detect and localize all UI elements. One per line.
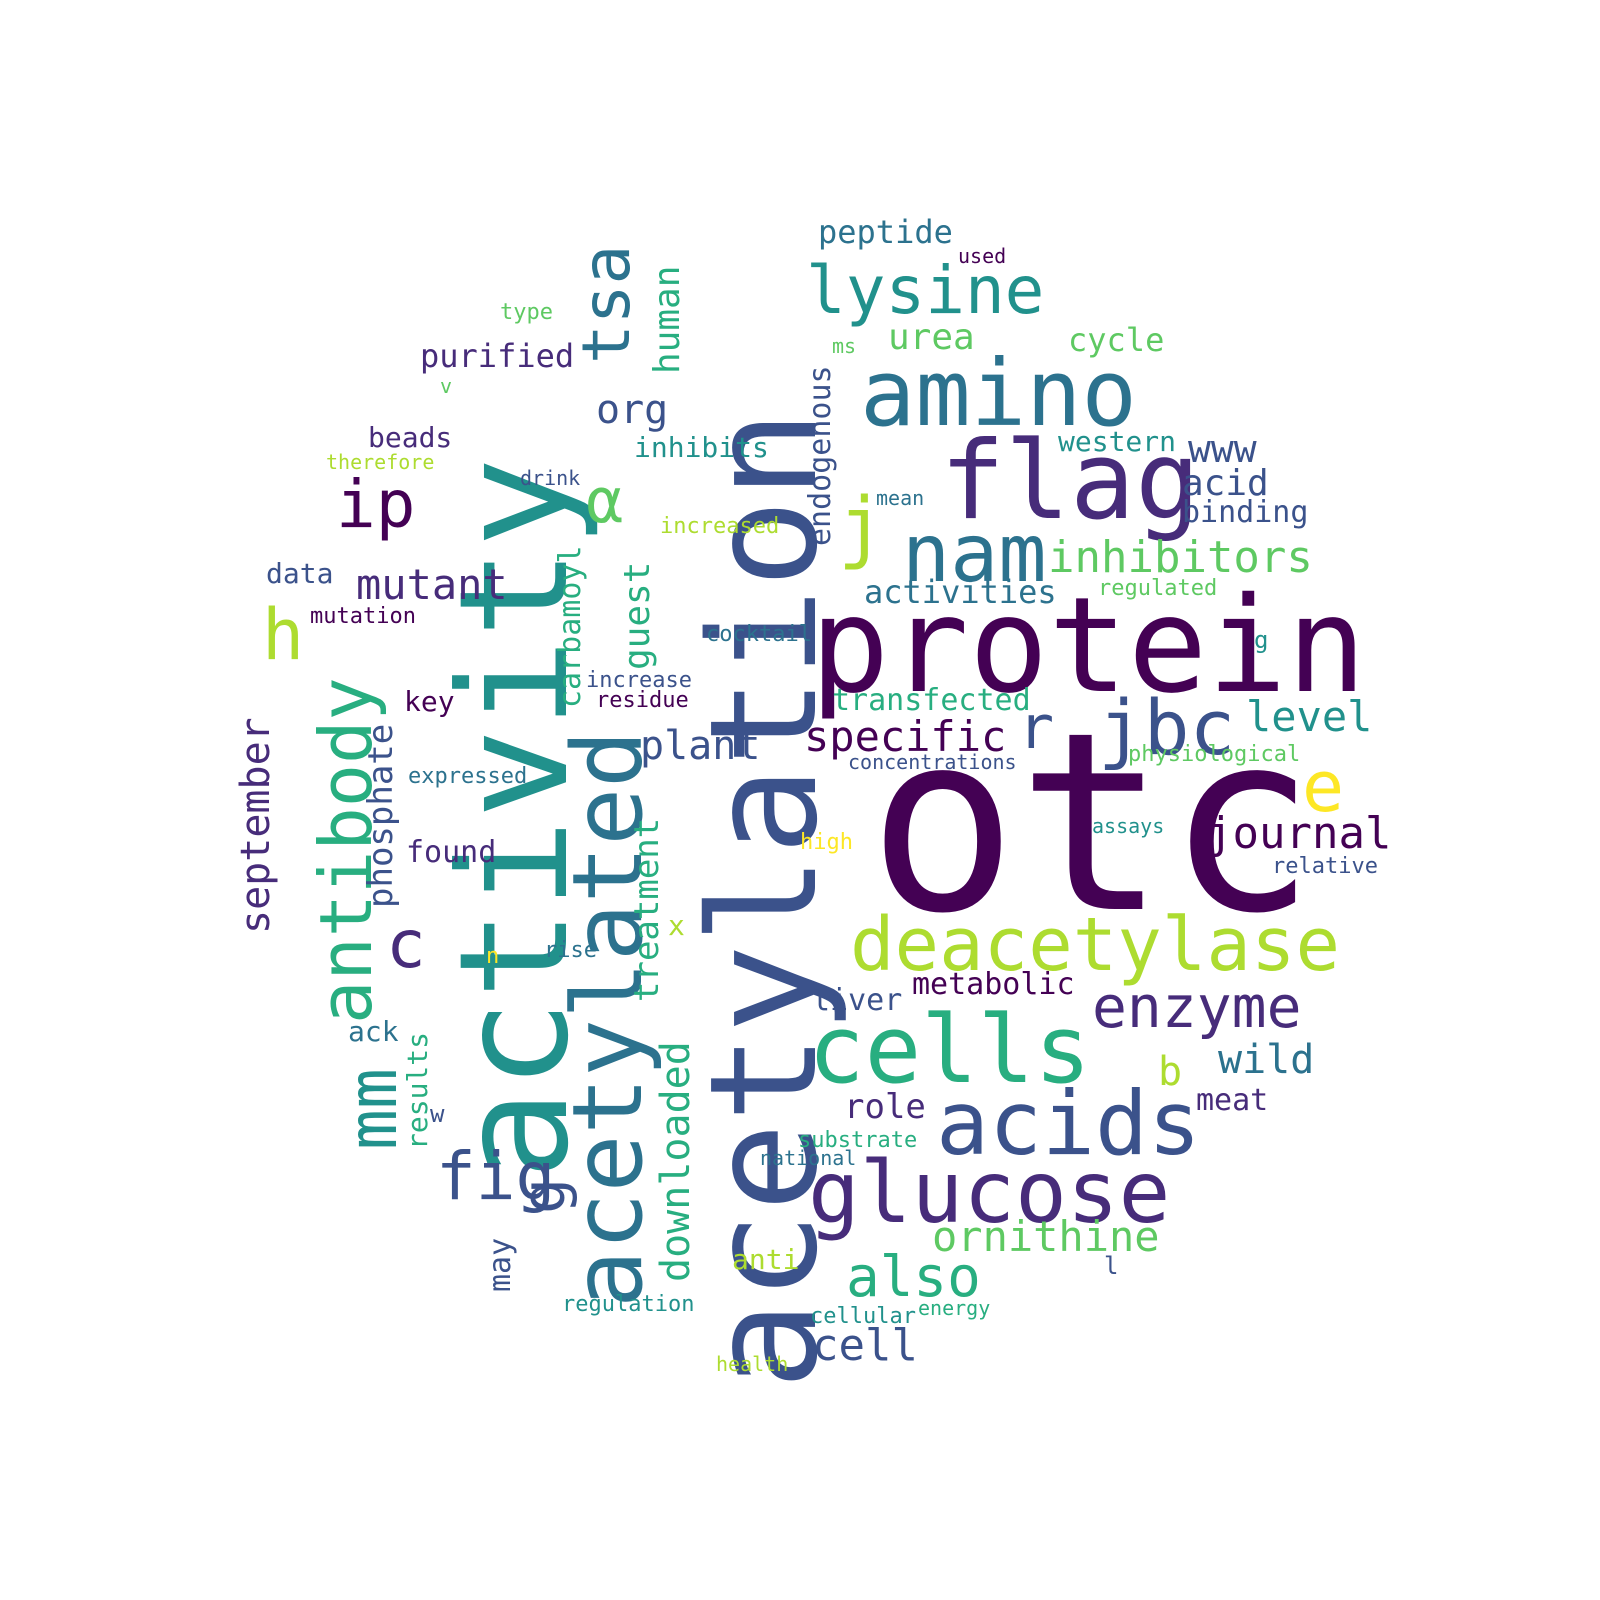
word-b: b bbox=[1158, 1049, 1183, 1095]
word-urea: urea bbox=[888, 317, 975, 358]
word-mutation: mutation bbox=[310, 604, 416, 629]
word-acetylated: acetylated bbox=[552, 730, 664, 1308]
word-activities: activities bbox=[864, 573, 1057, 611]
word-plant: plant bbox=[640, 723, 761, 769]
word-tsa: tsa bbox=[568, 244, 645, 364]
word-downloaded: downloaded bbox=[653, 1041, 699, 1282]
word-anti: anti bbox=[732, 1243, 800, 1276]
word-key: key bbox=[404, 685, 455, 718]
word-cycle: cycle bbox=[1068, 321, 1165, 359]
word-nam: nam bbox=[902, 507, 1047, 600]
word-g: g bbox=[509, 1177, 579, 1214]
word-high: high bbox=[800, 830, 853, 855]
word-purified: purified bbox=[420, 337, 575, 375]
word-increase: increase bbox=[586, 668, 692, 693]
word-used: used bbox=[958, 244, 1007, 268]
word-ms: ms bbox=[832, 334, 857, 358]
word-peptide: peptide bbox=[818, 213, 953, 251]
word-x: x bbox=[668, 909, 685, 942]
word-endogenous: endogenous bbox=[803, 365, 838, 546]
word-h: h bbox=[262, 594, 305, 676]
word-transfected: transfected bbox=[832, 683, 1031, 718]
word-g-small: g bbox=[1254, 626, 1269, 654]
word-substrate: substrate bbox=[798, 1128, 918, 1153]
word-fig: fig bbox=[436, 1138, 556, 1215]
word-ip: ip bbox=[336, 466, 416, 543]
word-j: j bbox=[838, 482, 885, 572]
word-deacetylase: deacetylase bbox=[850, 902, 1341, 988]
word-cell: cell bbox=[812, 1320, 918, 1371]
word-drink: drink bbox=[520, 466, 581, 490]
word-human: human bbox=[647, 265, 688, 374]
word-inhibits: inhibits bbox=[634, 431, 769, 464]
word-v: v bbox=[440, 374, 453, 398]
word-increased: increased bbox=[660, 514, 780, 539]
word-regulated: regulated bbox=[1098, 576, 1218, 601]
word-ornithine: ornithine bbox=[932, 1212, 1160, 1261]
word-found: found bbox=[406, 835, 497, 870]
word-western: western bbox=[1058, 425, 1177, 458]
word-acids: acids bbox=[936, 1072, 1201, 1175]
word-type: type bbox=[500, 300, 553, 325]
word-also: also bbox=[846, 1245, 981, 1310]
word-specific: specific bbox=[804, 712, 1007, 761]
word-cellular: cellular bbox=[810, 1304, 916, 1329]
word-phosphate: phosphate bbox=[361, 723, 401, 908]
word-c: c bbox=[386, 906, 426, 983]
word-w: w bbox=[430, 1100, 445, 1128]
word-assays: assays bbox=[1092, 814, 1165, 838]
word-national: national bbox=[760, 1146, 857, 1170]
word-data: data bbox=[266, 557, 334, 590]
word-mutant: mutant bbox=[356, 560, 508, 609]
word-meat: meat bbox=[1196, 1083, 1269, 1118]
word-glucose: glucose bbox=[808, 1143, 1171, 1243]
word-acid: acid bbox=[1182, 463, 1269, 504]
word-treatment: treatment bbox=[627, 817, 667, 1002]
word-cells: cells bbox=[808, 996, 1091, 1105]
word-wild: wild bbox=[1218, 1037, 1315, 1083]
word-jbc: jbc bbox=[1098, 683, 1236, 772]
word-results: results bbox=[401, 1031, 434, 1150]
word-alpha: α bbox=[586, 464, 624, 537]
word-rise: rise bbox=[544, 938, 597, 963]
word-binding: binding bbox=[1182, 495, 1309, 530]
word-cocktail: cocktail bbox=[706, 622, 812, 647]
word-therefore: therefore bbox=[326, 450, 435, 474]
word-lysine: lysine bbox=[806, 252, 1045, 329]
word-www: www bbox=[1188, 427, 1257, 471]
word-relative: relative bbox=[1272, 854, 1378, 879]
word-otc: otc bbox=[868, 680, 1316, 968]
word-expressed: expressed bbox=[408, 764, 528, 789]
word-inhibitors: inhibitors bbox=[1048, 532, 1313, 583]
word-ack: ack bbox=[348, 1015, 399, 1048]
word-journal: journal bbox=[1206, 808, 1392, 859]
word-org: org bbox=[596, 387, 669, 433]
word-liver: liver bbox=[812, 983, 903, 1018]
word-protein: protein bbox=[810, 569, 1367, 723]
word-flag: flag bbox=[940, 419, 1201, 544]
word-energy: energy bbox=[918, 1296, 991, 1320]
word-regulation: regulation bbox=[562, 1292, 695, 1317]
word-concentrations: concentrations bbox=[848, 750, 1017, 774]
word-amino: amino bbox=[860, 340, 1137, 447]
word-enzyme: enzyme bbox=[1092, 973, 1302, 1041]
word-may: may bbox=[483, 1237, 518, 1292]
word-physiological: physiological bbox=[1128, 742, 1301, 767]
word-mean: mean bbox=[876, 486, 925, 510]
word-mm: mm bbox=[334, 1068, 413, 1150]
word-e: e bbox=[1302, 746, 1345, 828]
word-level: level bbox=[1246, 692, 1373, 741]
word-residue: residue bbox=[596, 688, 689, 713]
word-beads: beads bbox=[368, 421, 453, 454]
word-n: n bbox=[486, 944, 500, 969]
word-role: role bbox=[844, 1087, 926, 1127]
word-carbamoyl: carbamoyl bbox=[553, 545, 588, 708]
word-metabolic: metabolic bbox=[912, 967, 1075, 1002]
word-guest: guest bbox=[617, 561, 658, 670]
word-l: l bbox=[1104, 1252, 1119, 1280]
word-september: september bbox=[233, 717, 279, 934]
word-health: health bbox=[716, 1352, 789, 1376]
word-r: r bbox=[1018, 693, 1055, 763]
